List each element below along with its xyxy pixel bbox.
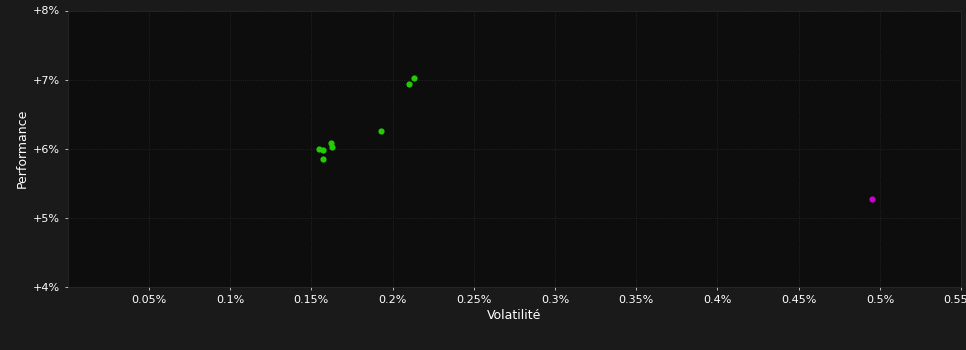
Point	[312, 146, 327, 152]
Point	[401, 82, 416, 87]
Point	[323, 140, 338, 146]
Point	[325, 144, 340, 149]
Point	[865, 196, 880, 201]
Point	[315, 147, 330, 153]
X-axis label: Volatilité: Volatilité	[487, 309, 542, 322]
Point	[315, 156, 330, 162]
Point	[374, 129, 389, 134]
Y-axis label: Performance: Performance	[15, 109, 29, 188]
Point	[406, 75, 421, 80]
